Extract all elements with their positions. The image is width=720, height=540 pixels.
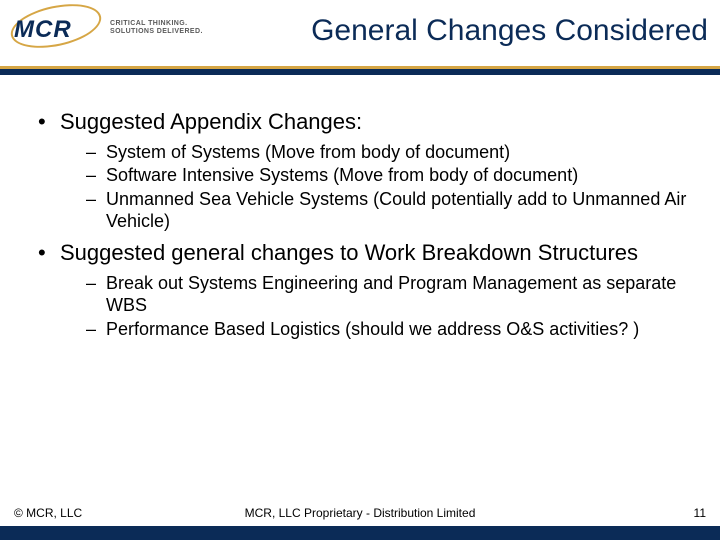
logo-tagline: CRITICAL THINKING. SOLUTIONS DELIVERED. — [110, 20, 203, 35]
page-number: 11 — [694, 506, 706, 520]
slide-body: Suggested Appendix Changes: System of Sy… — [38, 108, 688, 351]
logo-tagline-line2: SOLUTIONS DELIVERED. — [110, 28, 203, 36]
divider-navy — [0, 69, 720, 75]
bullet-text: Suggested Appendix Changes: — [60, 109, 362, 134]
list-item: Performance Based Logistics (should we a… — [86, 319, 688, 341]
logo: MCR CRITICAL THINKING. SOLUTIONS DELIVER… — [10, 4, 210, 60]
bullet-list-level2: Break out Systems Engineering and Progra… — [86, 273, 688, 341]
bullet-list-level1: Suggested Appendix Changes: System of Sy… — [38, 108, 688, 341]
list-item: System of Systems (Move from body of doc… — [86, 142, 688, 164]
logo-mark: MCR — [10, 4, 102, 60]
list-item: Suggested general changes to Work Breakd… — [38, 239, 688, 340]
bullet-list-level2: System of Systems (Move from body of doc… — [86, 142, 688, 234]
logo-text: MCR — [14, 16, 72, 44]
slide-header: MCR CRITICAL THINKING. SOLUTIONS DELIVER… — [0, 0, 720, 68]
list-item: Software Intensive Systems (Move from bo… — [86, 165, 688, 187]
footer-bar — [0, 526, 720, 540]
list-item: Unmanned Sea Vehicle Systems (Could pote… — [86, 189, 688, 233]
slide-footer: © MCR, LLC MCR, LLC Proprietary - Distri… — [0, 500, 720, 520]
bullet-text: Suggested general changes to Work Breakd… — [60, 240, 638, 265]
footer-proprietary: MCR, LLC Proprietary - Distribution Limi… — [0, 506, 720, 520]
logo-tagline-line1: CRITICAL THINKING. — [110, 20, 203, 28]
list-item: Break out Systems Engineering and Progra… — [86, 273, 688, 317]
list-item: Suggested Appendix Changes: System of Sy… — [38, 108, 688, 233]
slide: MCR CRITICAL THINKING. SOLUTIONS DELIVER… — [0, 0, 720, 540]
page-title: General Changes Considered — [311, 14, 708, 48]
